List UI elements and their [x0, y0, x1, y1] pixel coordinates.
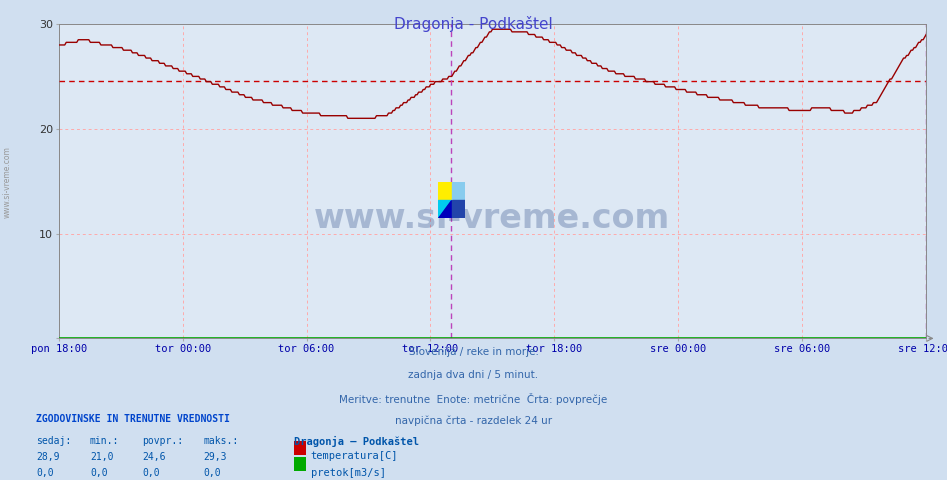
Text: 21,0: 21,0 — [90, 452, 114, 462]
Polygon shape — [438, 201, 452, 218]
Text: Dragonja - Podkaštel: Dragonja - Podkaštel — [394, 16, 553, 32]
Text: min.:: min.: — [90, 436, 119, 446]
Bar — [452, 201, 465, 218]
Text: temperatura[C]: temperatura[C] — [311, 451, 398, 461]
Text: zadnja dva dni / 5 minut.: zadnja dva dni / 5 minut. — [408, 370, 539, 380]
Text: pretok[m3/s]: pretok[m3/s] — [311, 468, 385, 478]
Polygon shape — [452, 182, 465, 201]
Text: 0,0: 0,0 — [90, 468, 108, 478]
Text: maks.:: maks.: — [204, 436, 239, 446]
Text: Slovenija / reke in morje.: Slovenija / reke in morje. — [408, 347, 539, 357]
Text: 0,0: 0,0 — [142, 468, 160, 478]
Bar — [438, 182, 452, 201]
Text: 28,9: 28,9 — [36, 452, 60, 462]
Text: 0,0: 0,0 — [204, 468, 222, 478]
Text: sedaj:: sedaj: — [36, 436, 71, 446]
Text: 24,6: 24,6 — [142, 452, 166, 462]
Text: Meritve: trenutne  Enote: metrične  Črta: povprečje: Meritve: trenutne Enote: metrične Črta: … — [339, 393, 608, 405]
Text: www.si-vreme.com: www.si-vreme.com — [3, 146, 12, 218]
Text: www.si-vreme.com: www.si-vreme.com — [314, 203, 670, 235]
Polygon shape — [438, 201, 452, 218]
Text: 29,3: 29,3 — [204, 452, 227, 462]
Text: 0,0: 0,0 — [36, 468, 54, 478]
Text: ZGODOVINSKE IN TRENUTNE VREDNOSTI: ZGODOVINSKE IN TRENUTNE VREDNOSTI — [36, 414, 230, 424]
Text: Dragonja – Podkaštel: Dragonja – Podkaštel — [294, 436, 419, 447]
Text: navpična črta - razdelek 24 ur: navpična črta - razdelek 24 ur — [395, 416, 552, 426]
Text: povpr.:: povpr.: — [142, 436, 183, 446]
